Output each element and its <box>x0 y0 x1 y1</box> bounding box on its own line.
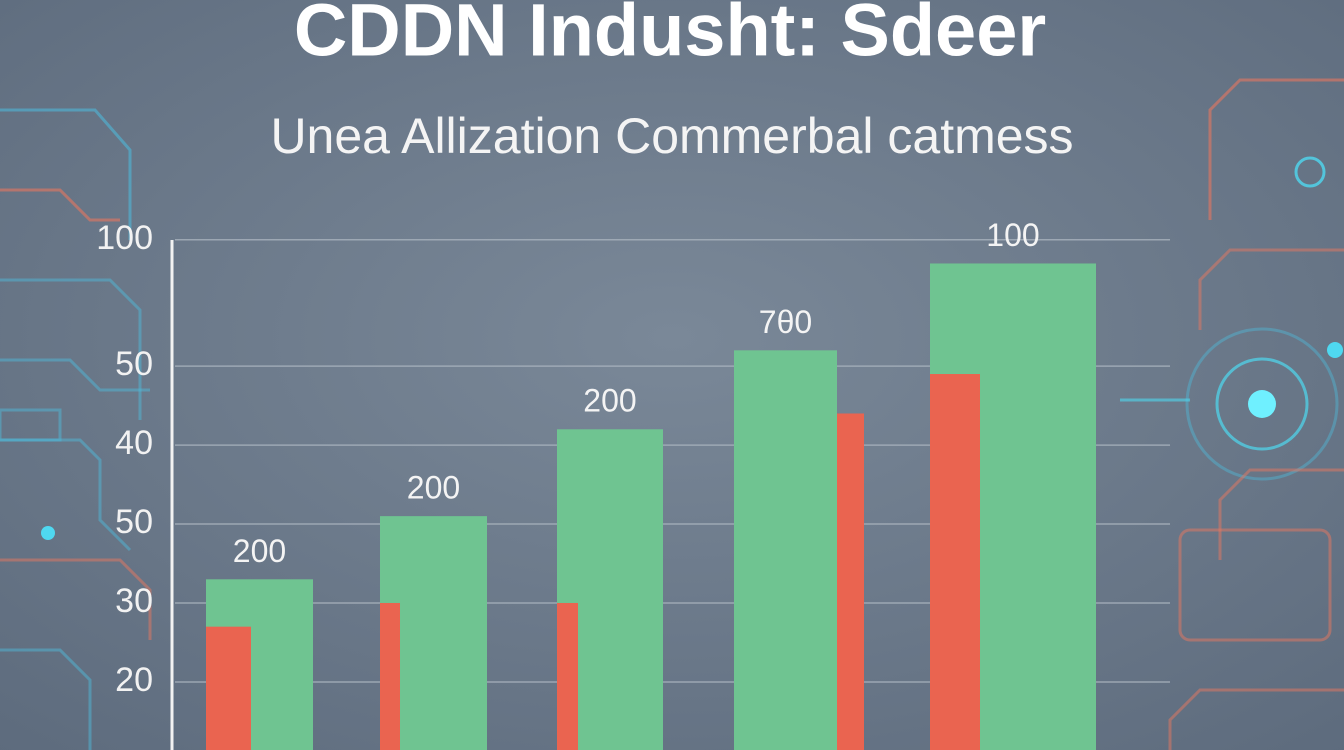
bar <box>206 626 251 750</box>
bar <box>557 602 578 750</box>
y-tick-label: 30 <box>115 582 153 620</box>
y-tick-label: 50 <box>115 503 153 541</box>
bar <box>734 350 837 750</box>
decoration-left <box>0 108 152 750</box>
bar <box>380 602 400 750</box>
bar-annotation: 200 <box>233 533 286 569</box>
bar-annotation: 200 <box>407 470 460 506</box>
bar-annotation: 100 <box>986 217 1039 253</box>
y-tick-label: 20 <box>115 661 153 699</box>
bar <box>930 374 980 750</box>
y-tick-label: 50 <box>115 345 153 383</box>
decoration-right <box>1120 78 1344 750</box>
y-tick-label: 40 <box>115 424 153 462</box>
chart-title: CDDN Indusht: Sdeer <box>294 0 1046 72</box>
chart-subtitle: Unea Allization Commerbal catmess <box>270 108 1073 164</box>
y-tick-label: 100 <box>96 219 153 257</box>
bar <box>837 413 864 750</box>
bar-annotation: 200 <box>583 383 636 419</box>
bar-annotation: 7θ0 <box>759 304 812 340</box>
